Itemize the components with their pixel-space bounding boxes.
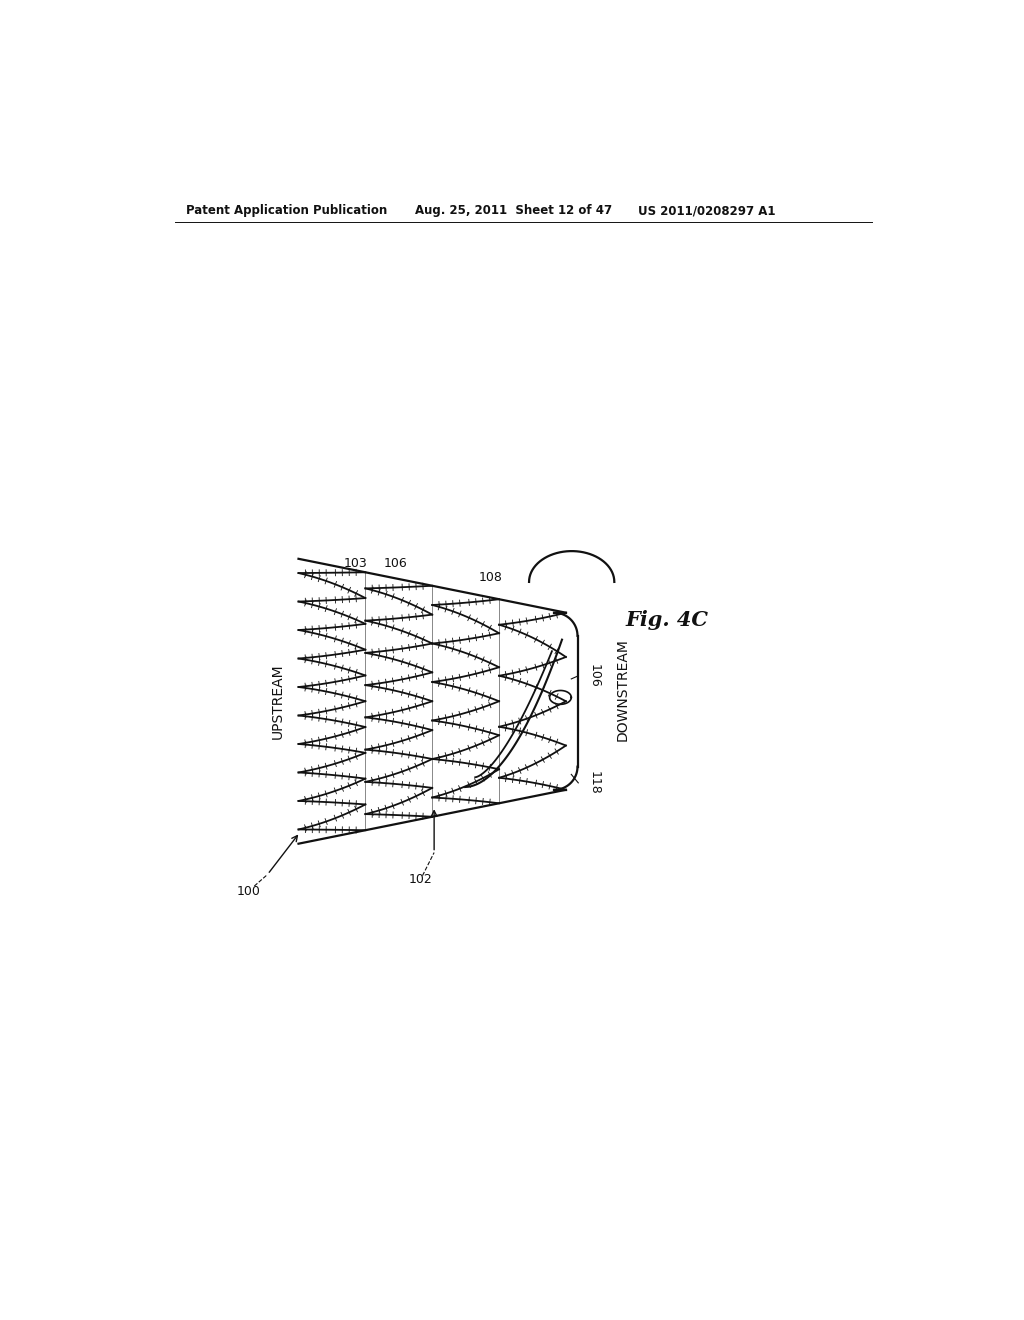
Text: 100: 100 bbox=[237, 884, 260, 898]
Text: DOWNSTREAM: DOWNSTREAM bbox=[615, 639, 630, 741]
Text: 108: 108 bbox=[479, 572, 503, 585]
Text: Patent Application Publication: Patent Application Publication bbox=[186, 205, 387, 218]
Text: 103: 103 bbox=[343, 557, 367, 570]
Text: 106: 106 bbox=[384, 557, 408, 570]
Text: Fig. 4C: Fig. 4C bbox=[625, 610, 709, 631]
Text: 102: 102 bbox=[409, 874, 432, 886]
Text: US 2011/0208297 A1: US 2011/0208297 A1 bbox=[638, 205, 775, 218]
Text: 118: 118 bbox=[588, 771, 600, 795]
Text: UPSTREAM: UPSTREAM bbox=[270, 664, 285, 739]
Text: 106: 106 bbox=[588, 664, 600, 688]
Text: Aug. 25, 2011  Sheet 12 of 47: Aug. 25, 2011 Sheet 12 of 47 bbox=[415, 205, 612, 218]
